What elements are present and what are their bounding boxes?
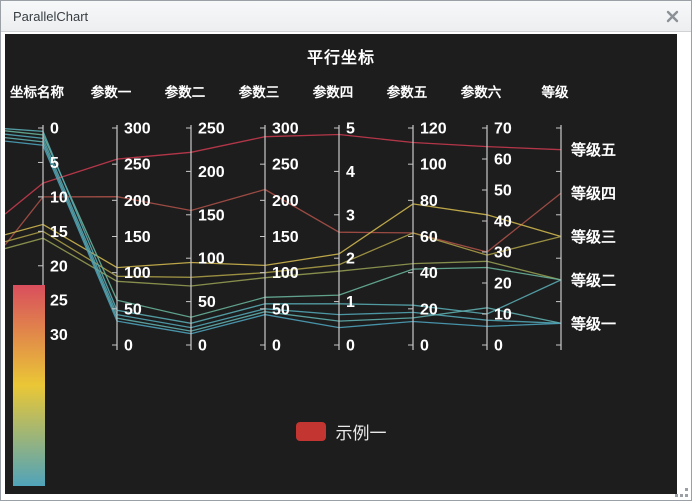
tick-label: 0 [272, 338, 281, 355]
tick-label: 150 [272, 229, 299, 246]
tick-label: 250 [272, 157, 299, 174]
tick-label: 150 [124, 229, 151, 246]
close-icon [666, 10, 678, 22]
tick-label: 300 [272, 121, 299, 138]
tick-label: 200 [124, 193, 151, 210]
axis-name: 参数四 [313, 84, 354, 100]
tick-label: 80 [420, 193, 438, 210]
tick-label: 25 [50, 293, 68, 310]
tick-label: 0 [420, 338, 429, 355]
tick-label: 300 [124, 121, 151, 138]
tick-label: 1 [346, 294, 355, 311]
tick-label: 4 [346, 164, 355, 181]
axis-name: 参数二 [165, 84, 206, 100]
axis-name: 参数一 [91, 84, 132, 100]
tick-label: 100 [420, 157, 447, 174]
category-label: 等级二 [571, 271, 616, 289]
tick-label: 5 [346, 121, 355, 138]
tick-label: 0 [50, 121, 59, 138]
axis-name: 参数三 [239, 84, 280, 100]
title-bar[interactable]: ParallelChart [1, 1, 691, 32]
tick-label: 20 [420, 301, 438, 318]
tick-label: 200 [272, 193, 299, 210]
tick-label: 0 [198, 338, 207, 355]
chart-title: 平行坐标 [306, 50, 375, 67]
tick-label: 15 [50, 224, 68, 241]
tick-label: 40 [494, 214, 512, 231]
visual-map-gradient-bar[interactable] [13, 285, 45, 486]
resize-grip[interactable] [674, 488, 688, 497]
axis-name: 参数六 [461, 84, 502, 100]
tick-label: 60 [494, 152, 512, 169]
tick-label: 3 [346, 207, 355, 224]
tick-label: 0 [124, 338, 133, 355]
tick-label: 30 [494, 245, 512, 262]
tick-label: 0 [346, 338, 355, 355]
chart-panel: 平行坐标 坐标名称 0 5 10 15 20 25 30 参数一 300 250 200 150 100 5… [5, 34, 677, 494]
axis-name: 坐标名称 [10, 84, 64, 100]
tick-label: 100 [198, 251, 225, 268]
tick-label: 250 [198, 121, 225, 138]
parallel-chart-svg: 坐标名称051015202530参数一300250200150100500参数二… [5, 84, 616, 486]
axis-6: 参数六 70 60 50 40 30 20 10 0 [461, 84, 512, 355]
tick-label: 60 [420, 229, 438, 246]
legend-label: 示例一 [335, 424, 387, 443]
tick-label: 5 [50, 155, 59, 172]
tick-label: 200 [198, 164, 225, 181]
tick-label: 50 [272, 301, 290, 318]
tick-label: 50 [494, 183, 512, 200]
window-title: ParallelChart [13, 8, 89, 24]
category-label: 等级五 [571, 141, 616, 159]
tick-label: 20 [494, 276, 512, 293]
axis-name: 等级 [542, 84, 570, 100]
axis-1: 参数一 300 250 200 150 100 50 0 [91, 84, 151, 355]
category-label: 等级三 [571, 228, 616, 246]
axis-3: 参数三 300 250 200 150 100 50 0 [239, 84, 299, 355]
tick-label: 40 [420, 265, 438, 282]
tick-label: 100 [124, 265, 151, 282]
tick-label: 0 [494, 338, 503, 355]
tick-label: 30 [50, 327, 68, 344]
axis-4: 参数四 5 4 3 2 1 0 [313, 84, 355, 355]
tick-label: 2 [346, 251, 355, 268]
tick-label: 50 [124, 301, 142, 318]
legend-item[interactable]: 示例一 [5, 419, 677, 444]
tick-label: 250 [124, 157, 151, 174]
axis-5: 参数五 120 100 80 60 40 20 0 [387, 84, 447, 355]
category-label: 等级一 [571, 315, 616, 333]
tick-label: 20 [50, 258, 68, 275]
close-button[interactable] [661, 5, 683, 27]
tick-label: 120 [420, 121, 447, 138]
axis-name: 参数五 [387, 84, 428, 100]
category-label: 等级四 [571, 185, 616, 203]
legend-swatch [295, 422, 326, 441]
tick-label: 150 [198, 207, 225, 224]
tick-label: 10 [50, 189, 68, 206]
tick-label: 70 [494, 121, 512, 138]
tick-label: 10 [494, 307, 512, 324]
tick-label: 50 [198, 294, 216, 311]
tick-label: 100 [272, 265, 299, 282]
window-client-area: 平行坐标 坐标名称 0 5 10 15 20 25 30 参数一 300 250 200 150 100 5… [1, 32, 691, 499]
axis-2: 参数二 250 200 150 100 50 0 [165, 84, 225, 355]
